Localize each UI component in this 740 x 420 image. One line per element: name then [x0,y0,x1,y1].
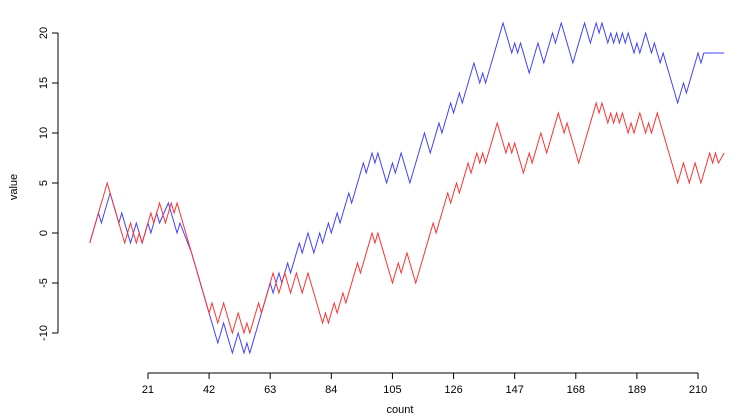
y-tick-label: 20 [38,27,50,39]
x-tick-label: 147 [505,384,523,396]
x-tick-label: 63 [264,384,276,396]
line-series [89,21,725,355]
y-tick-label: 5 [38,180,50,186]
y-tick-label: 10 [38,127,50,139]
line-series [89,101,725,335]
x-tick-label: 105 [383,384,401,396]
x-tick-label: 42 [203,384,215,396]
x-tick-label: 84 [325,384,337,396]
y-tick-label: -10 [38,325,50,341]
x-tick-label: 126 [444,384,462,396]
y-axis-title: value [8,174,20,200]
y-tick-label: 0 [38,230,50,236]
y-tick-label: -5 [38,278,50,288]
x-axis-title: count [387,404,414,416]
x-tick-label: 189 [628,384,646,396]
x-tick-label: 21 [142,384,154,396]
y-tick-label: 15 [38,77,50,89]
x-tick-label: 210 [689,384,707,396]
x-tick-label: 168 [567,384,585,396]
